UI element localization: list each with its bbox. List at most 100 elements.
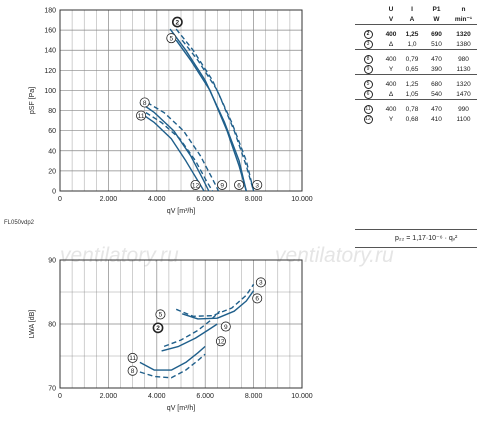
series-line-9 [146, 101, 220, 192]
x-tick-label: 2.000 [100, 393, 118, 400]
curve-marker-label: 3 [259, 280, 263, 287]
table-cell: Δ [388, 90, 394, 98]
table-cell: 470 [431, 106, 442, 114]
curve-marker [152, 322, 164, 334]
x-tick-label: 4.000 [148, 393, 166, 400]
curve-marker-label: 6 [237, 182, 241, 189]
curve-marker [252, 293, 263, 304]
x-tick-label: 6.000 [196, 196, 214, 203]
curve-marker-label: 12 [217, 339, 225, 346]
y-axis-label: LWA [dB] [29, 310, 36, 338]
table-cell: Y [388, 115, 394, 123]
table-cell: min⁻¹ [454, 16, 473, 24]
curve-marker [171, 16, 183, 28]
table-cell: 690 [431, 31, 442, 39]
curve-marker [217, 179, 228, 190]
series-line-12 [161, 323, 218, 352]
table-cell: 400 [385, 56, 397, 64]
table-cell: 680 [431, 81, 442, 89]
table-row: 12 Y 0,68 410 1100 [355, 114, 477, 125]
table-row: 8 400 0,79 470 980 [355, 55, 477, 65]
table-cell: 980 [458, 56, 469, 64]
y-tick-label: 140 [44, 48, 56, 55]
curve-marker [155, 309, 166, 320]
x-tick-label: 2.000 [100, 196, 118, 203]
y-tick-label: 90 [48, 258, 56, 265]
curve-marker-label: 5 [159, 312, 163, 319]
curve-number: 2 [363, 30, 373, 40]
series-line-5 [175, 39, 247, 192]
series-line-8 [139, 101, 210, 192]
curve-marker-label: 2 [156, 325, 160, 332]
series-line-3 [175, 28, 255, 192]
curve-marker [255, 277, 266, 288]
table-cell: 400 [385, 81, 397, 89]
y-tick-label: 160 [44, 28, 56, 35]
y-tick-label: 60 [48, 128, 56, 135]
curve-marker [139, 97, 150, 108]
table-cell: 2 [355, 30, 381, 40]
table-divider [355, 74, 477, 75]
table-cell: 0,68 [405, 115, 419, 123]
table-row: 5 400 1,25 680 1320 [355, 80, 477, 90]
y-tick-label: 40 [48, 148, 56, 155]
table-cell: 1,0 [407, 40, 417, 48]
plot-frame [59, 9, 303, 192]
series-line-11 [139, 345, 206, 371]
x-tick-label: 8.000 [245, 393, 263, 400]
table-cell: 12 [355, 114, 381, 124]
sound-power-chart: 0 2.000 4.000 6.000 8.000 10.000 70 80 90 qV [m³/… [29, 258, 313, 413]
table-divider [355, 49, 477, 50]
curve-marker [220, 321, 231, 332]
y-tick-label: 80 [48, 108, 56, 115]
curve-marker-label: 12 [192, 182, 200, 189]
y-tick-label: 0 [52, 189, 56, 196]
table-cell: 9 [355, 64, 381, 74]
series-line-2 [169, 28, 247, 192]
watermark-text: ventilatory.ru [60, 244, 179, 267]
table-cell: U [388, 6, 394, 14]
table-cell: 1130 [456, 65, 471, 73]
table-cell: P1 [432, 6, 441, 14]
series-line-11 [139, 112, 205, 192]
table-cell: V [388, 15, 394, 23]
table-divider [355, 99, 477, 100]
series-line-8 [139, 353, 206, 379]
series-line-6 [181, 39, 255, 192]
table-cell: 470 [431, 56, 442, 64]
table-cell: 990 [458, 106, 469, 114]
x-tick-label: 6.000 [196, 393, 214, 400]
curve-marker-label: 11 [129, 355, 136, 362]
table-cell: W [433, 15, 440, 23]
table-cell: Δ [388, 40, 394, 48]
curve-marker-label: 3 [255, 182, 259, 189]
table-cell: 1,05 [405, 90, 419, 98]
table-cell: 1380 [456, 40, 471, 48]
curve-marker [234, 179, 245, 190]
x-tick-label: 0 [58, 196, 62, 203]
curve-marker [190, 179, 201, 190]
x-tick-label: 4.000 [148, 196, 166, 203]
pressure-chart: 0 2.000 4.000 6.000 8.000 10.000 0 20 40 60 80 100 1… [29, 8, 313, 216]
curve-marker [127, 365, 138, 376]
table-cell: 6 [355, 89, 381, 99]
y-axis-label: pSF [Pa] [29, 87, 36, 114]
curve-marker-label: 8 [143, 100, 147, 107]
table-cell: A [409, 15, 415, 23]
table-cell: 1,25 [405, 31, 419, 39]
formula-divider [355, 229, 477, 230]
table-cell: 1100 [456, 115, 471, 123]
curve-marker-label: 2 [176, 19, 180, 26]
table-cell: 8 [355, 55, 381, 65]
table-cell: 3 [355, 39, 381, 49]
table-cell: 400 [385, 31, 397, 39]
curve-marker-label: 9 [224, 324, 228, 331]
y-tick-label: 100 [44, 88, 56, 95]
formula-divider [355, 247, 477, 248]
table-cell: 1470 [456, 90, 471, 98]
table-cell: 0,79 [405, 56, 419, 64]
curve-marker [215, 336, 226, 347]
curve-number: 9 [363, 64, 373, 74]
y-tick-label: 20 [48, 168, 56, 175]
